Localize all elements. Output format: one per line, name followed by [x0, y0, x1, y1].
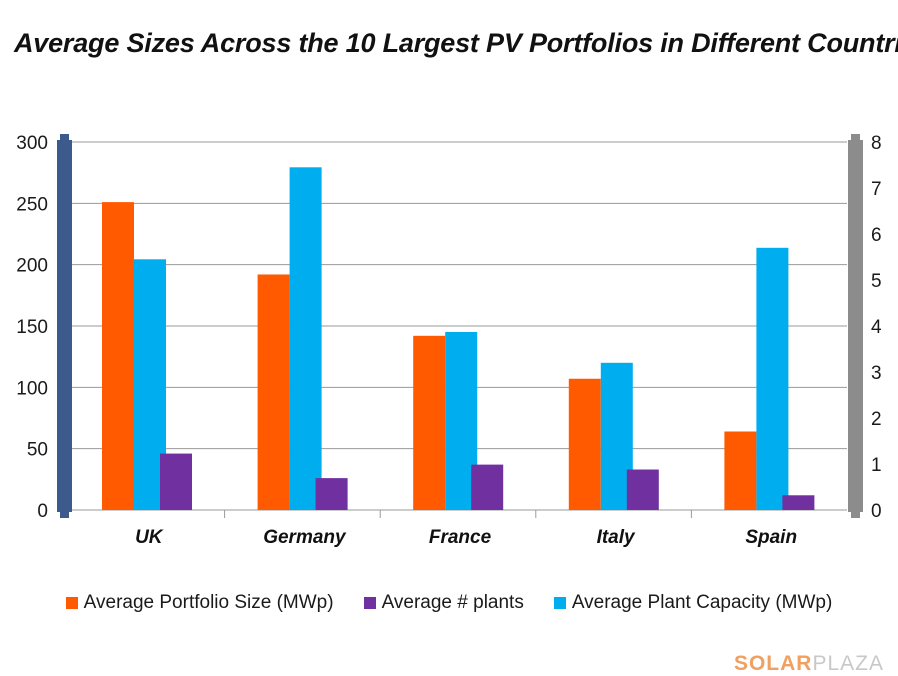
y-right-tick-label: 7: [871, 179, 882, 200]
y-right-tick-label: 6: [871, 225, 882, 246]
solarplaza-logo: SOLARPLAZA: [734, 652, 884, 676]
bar-average-portfolio-size-mwp-france: [413, 335, 446, 510]
y-left-tick-label: 100: [16, 378, 48, 399]
y-right-tick-label: 5: [871, 271, 882, 292]
y-left-tick-label: 0: [37, 501, 48, 522]
y-right-tick-label: 3: [871, 363, 882, 384]
y-right-tick-label: 8: [871, 133, 882, 154]
legend-item: Average # plants: [363, 592, 524, 614]
bar-average-plants-uk: [160, 453, 192, 510]
x-category-label: Germany: [263, 527, 347, 548]
legend-label: Average Plant Capacity (MWp): [571, 592, 833, 613]
legend-label: Average # plants: [381, 592, 524, 613]
y-right-tick-label: 2: [871, 409, 882, 430]
bar-average-plants-italy: [626, 469, 659, 510]
x-category-label: France: [429, 527, 492, 548]
y-right-tick-label: 4: [871, 317, 882, 338]
bar-average-portfolio-size-mwp-italy: [568, 378, 601, 510]
left-axis-band: [57, 140, 72, 512]
y-left-tick-label: 200: [16, 256, 48, 277]
y-left-tick-label: 300: [16, 133, 48, 154]
y-right-tick-label: 1: [871, 455, 882, 476]
legend-label: Average Portfolio Size (MWp): [83, 592, 334, 613]
y-left-tick-label: 250: [16, 194, 48, 215]
y-left-tick-label: 50: [27, 440, 48, 461]
chart-plot: 0 50 100 150 200 250 300 0 1 2 3 4 5 6 7 8 UK Germany Fran…: [16, 133, 882, 548]
bar-average-plants-france: [471, 464, 504, 510]
x-category-label: Spain: [745, 527, 797, 548]
bar-average-plants-germany: [315, 478, 348, 510]
y-left-tick-label: 150: [16, 317, 48, 338]
bar-average-plant-capacity-mwp-germany: [289, 167, 322, 511]
bar-average-portfolio-size-mwp-spain: [724, 431, 757, 510]
legend: Average Portfolio Size (MWp) Average # pl…: [0, 592, 898, 614]
logo-part-plaza: PLAZA: [812, 652, 884, 675]
x-category-label: Italy: [597, 527, 636, 548]
bar-average-plants-spain: [782, 495, 815, 510]
bar-average-plant-capacity-mwp-spain: [756, 247, 789, 511]
legend-swatch: [363, 597, 376, 609]
bar-average-portfolio-size-mwp-germany: [257, 274, 290, 510]
right-axis-band: [848, 140, 863, 512]
bar-average-portfolio-size-mwp-uk: [102, 202, 134, 510]
chart-title: Average Sizes Across the 10 Largest PV P…: [14, 28, 898, 58]
legend-item: Average Portfolio Size (MWp): [65, 592, 334, 614]
legend-item: Average Plant Capacity (MWp): [553, 592, 833, 614]
x-category-label: UK: [135, 527, 164, 548]
legend-swatch: [553, 597, 566, 609]
y-right-tick-label: 0: [871, 501, 882, 522]
legend-swatch: [65, 597, 78, 609]
logo-part-solar: SOLAR: [733, 652, 813, 675]
